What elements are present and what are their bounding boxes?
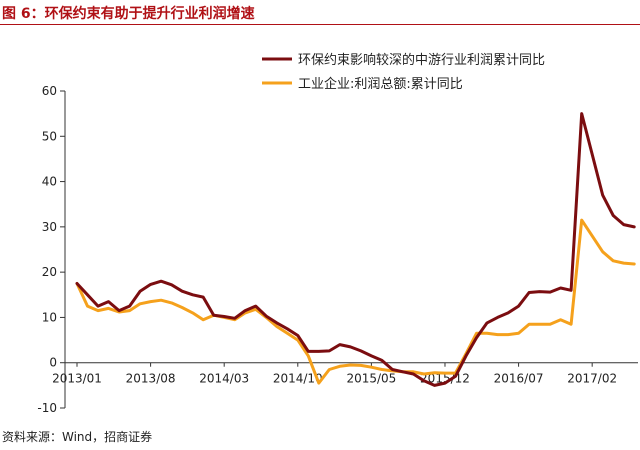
x-axis: 2013/01 2013/08 2014/03 2014/10 2015/05 2015/… <box>52 362 638 386</box>
y-tick-label: 50 <box>42 129 57 143</box>
line-chart: -10 0 10 20 30 40 50 60 2013/01 2013/08 2014/03 20… <box>37 52 638 415</box>
x-tick-label: 2015/05 <box>346 372 396 386</box>
title-divider <box>0 24 640 25</box>
x-tick-label: 2016/07 <box>494 372 544 386</box>
legend-label: 环保约束影响较深的中游行业利润累计同比 <box>298 52 545 68</box>
y-tick-label: 20 <box>42 265 57 279</box>
x-tick-label: 2013/08 <box>126 372 176 386</box>
x-tick-label: 2014/10 <box>273 372 323 386</box>
legend-label: 工业企业:利润总额:累计同比 <box>298 76 463 92</box>
series-line <box>75 218 636 385</box>
y-tick-label: 30 <box>42 220 57 234</box>
series-lines <box>75 112 636 387</box>
y-tick-label: 40 <box>42 175 57 189</box>
source-note: 资料来源：Wind，招商证券 <box>2 430 153 444</box>
x-tick-label: 2014/03 <box>199 372 249 386</box>
y-axis: -10 0 10 20 30 40 50 60 <box>37 84 66 415</box>
x-tick-label: 2013/01 <box>52 372 102 386</box>
y-tick-label: 10 <box>42 310 57 324</box>
x-tick-label: 2017/02 <box>567 372 617 386</box>
series-line <box>75 112 636 387</box>
y-tick-label: -10 <box>37 401 57 415</box>
page-title: 图 6：环保约束有助于提升行业利润增速 <box>2 6 255 22</box>
y-tick-label: 60 <box>42 84 57 98</box>
y-tick-label: 0 <box>49 356 57 370</box>
